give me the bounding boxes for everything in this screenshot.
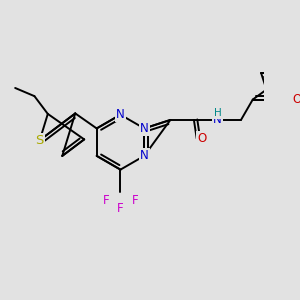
Text: O: O [197, 132, 207, 145]
Text: N: N [116, 108, 125, 121]
Text: F: F [131, 194, 138, 208]
Text: N: N [140, 122, 148, 135]
Text: O: O [292, 93, 300, 106]
Text: H: H [214, 108, 221, 118]
Text: N: N [213, 113, 222, 126]
Text: S: S [36, 134, 44, 147]
Text: F: F [103, 194, 110, 208]
Text: N: N [140, 149, 148, 162]
Text: F: F [117, 202, 124, 215]
